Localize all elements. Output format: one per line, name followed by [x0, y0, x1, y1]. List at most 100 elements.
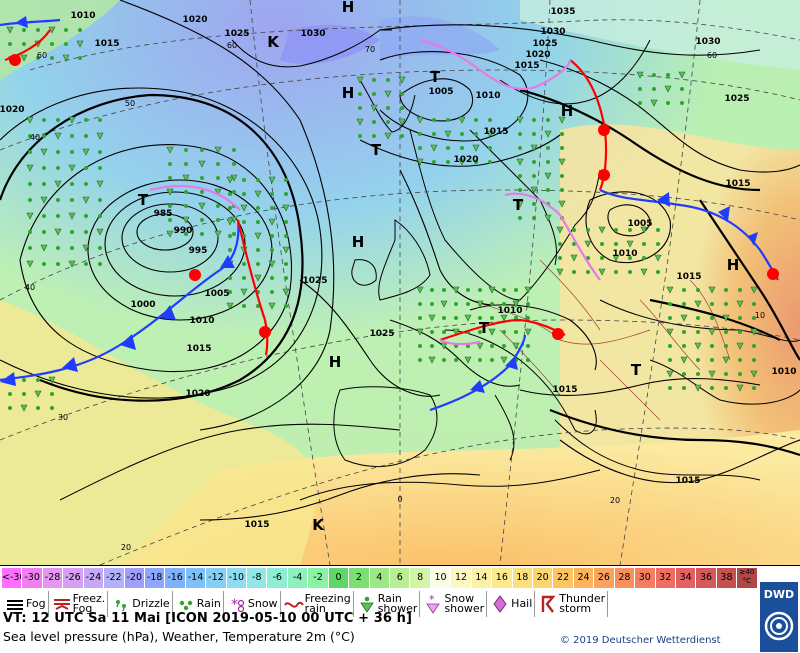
rain-icon: [466, 288, 470, 292]
rain-icon: [256, 178, 260, 182]
rain-shower-icon: [640, 268, 648, 276]
rain-icon: [502, 344, 506, 348]
rain-icon: [558, 256, 562, 260]
snow-icon: *: [231, 597, 244, 613]
rain-shower-icon: [458, 116, 466, 124]
rain-icon: [560, 174, 564, 178]
latlon-label: 60: [37, 51, 47, 60]
legend-snow-shower: * Snow shower: [420, 591, 488, 617]
rain-icon: [454, 316, 458, 320]
rain-icon: [666, 73, 670, 77]
rain-icon: [532, 132, 536, 136]
rain-icon: [372, 134, 376, 138]
rain-shower-icon: [464, 356, 472, 364]
pressure-label: 1010: [189, 316, 214, 326]
rain-shower-icon: [598, 268, 606, 276]
rain-icon: [84, 182, 88, 186]
rain-icon: [614, 270, 618, 274]
rain-shower-icon: [650, 99, 658, 107]
rain-icon: [42, 214, 46, 218]
rain-icon: [70, 198, 74, 202]
rain-icon: [474, 118, 478, 122]
rain-icon: [518, 146, 522, 150]
rain-icon: [64, 42, 68, 46]
rain-icon: [358, 106, 362, 110]
rain-icon: [56, 118, 60, 122]
low-center-label: T: [631, 361, 642, 379]
rain-shower-icon: [268, 176, 276, 184]
rain-shower-icon: [40, 196, 48, 204]
high-center-label: H: [561, 102, 574, 120]
rain-shower-icon: [708, 370, 716, 378]
rain-icon: [28, 134, 32, 138]
rain-icon: [518, 132, 522, 136]
latlon-label: 60: [227, 41, 237, 50]
rain-icon: [284, 262, 288, 266]
rain-icon: [526, 316, 530, 320]
rain-icon: [284, 276, 288, 280]
rain-icon: [56, 198, 60, 202]
rain-icon: [256, 220, 260, 224]
rain-icon: [682, 386, 686, 390]
scale-cell: 4: [369, 568, 391, 588]
rain-shower-icon: [6, 26, 14, 34]
rain-icon: [28, 230, 32, 234]
rain-shower-icon: [182, 174, 190, 182]
rain-icon: [466, 344, 470, 348]
pressure-label: 1005: [204, 289, 229, 299]
pressure-label: 1030: [540, 27, 565, 37]
pressure-label: 1030: [300, 29, 325, 39]
rain-shower-icon: [68, 260, 76, 268]
cold-center-label: K: [267, 33, 280, 51]
scale-cell: -14: [185, 568, 207, 588]
rain-shower-icon: [359, 596, 374, 613]
scale-cell: -4: [287, 568, 309, 588]
rain-shower-icon: [472, 144, 480, 152]
rain-icon: [638, 87, 642, 91]
rain-shower-icon: [458, 158, 466, 166]
rain-shower-icon: [48, 26, 56, 34]
hail-icon: [493, 595, 507, 613]
rain-icon: [8, 392, 12, 396]
rain-icon: [454, 302, 458, 306]
rain-shower-icon: [556, 226, 564, 234]
rain-icon: [518, 188, 522, 192]
rain-icon: [372, 120, 376, 124]
rain-shower-icon: [214, 146, 222, 154]
rain-icon: [724, 386, 728, 390]
legend-snow: * Snow: [224, 591, 281, 617]
rain-icon: [738, 372, 742, 376]
rain-shower-icon: [666, 370, 674, 378]
rain-icon: [386, 120, 390, 124]
scale-cell: 32: [655, 568, 676, 588]
rain-icon: [232, 232, 236, 236]
rain-icon: [546, 118, 550, 122]
rain-icon: [518, 174, 522, 178]
rain-icon: [488, 146, 492, 150]
rain-icon: [42, 230, 46, 234]
freezing-rain-icon: [283, 601, 304, 608]
scale-cell: 10: [430, 568, 452, 588]
rain-icon: [270, 192, 274, 196]
rain-icon: [446, 118, 450, 122]
rain-shower-icon: [722, 314, 730, 322]
legend-rain: Rain: [173, 591, 224, 617]
rain-icon: [752, 344, 756, 348]
rain-icon: [8, 42, 12, 46]
rain-icon: [642, 256, 646, 260]
rain-icon: [652, 87, 656, 91]
rain-shower-icon: [166, 230, 174, 238]
rain-icon: [84, 166, 88, 170]
rain-shower-icon: [226, 302, 234, 310]
rain-shower-icon: [254, 190, 262, 198]
rain-shower-icon: [282, 288, 290, 296]
rain-icon: [546, 146, 550, 150]
rain-icon: [418, 146, 422, 150]
rain-shower-icon: [226, 218, 234, 226]
rain-icon: [474, 160, 478, 164]
rain-shower-icon: [398, 76, 406, 84]
legend-rain-shower: Rain shower: [354, 591, 421, 617]
scale-cell: -16: [165, 568, 186, 588]
rain-icon: [28, 198, 32, 202]
pressure-label: 1015: [244, 520, 269, 530]
